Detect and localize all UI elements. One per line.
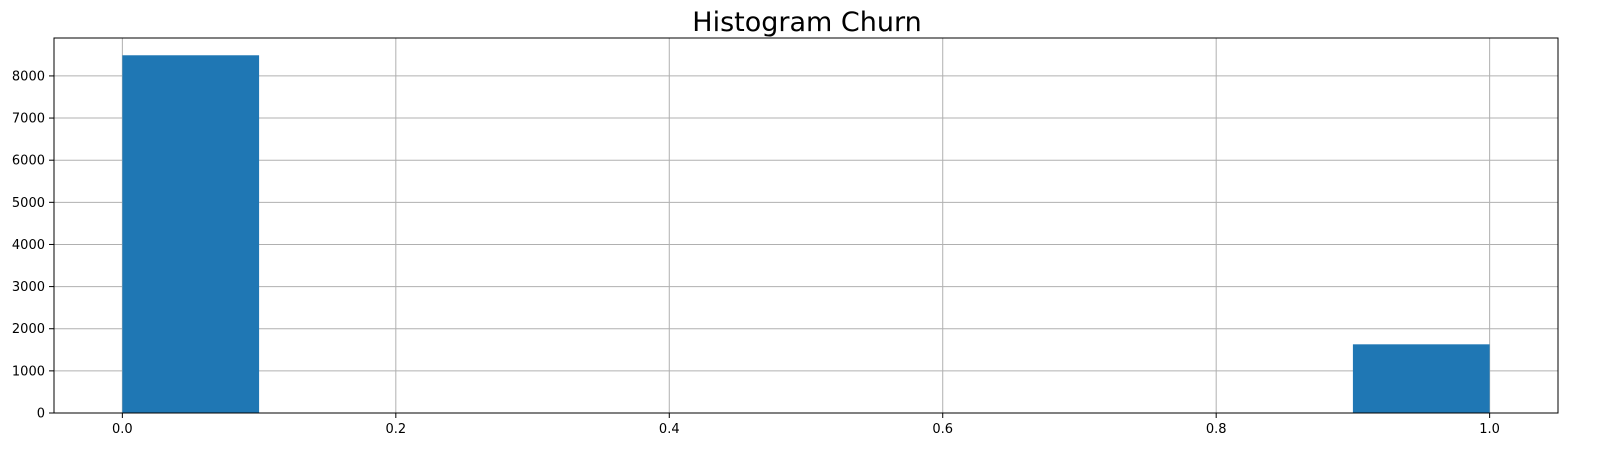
y-tick-label: 8000	[12, 69, 45, 84]
histogram-bar	[122, 55, 260, 414]
x-tick-label: 0.2	[385, 422, 406, 437]
axes-frame	[53, 37, 1559, 414]
y-tick-label: 2000	[12, 322, 45, 337]
grid-lines	[54, 38, 1558, 414]
x-tick-label: 0.0	[112, 422, 133, 437]
y-tick-label: 1000	[12, 364, 45, 379]
chart-title: Histogram Churn	[692, 7, 921, 38]
x-axis-ticks: 0.0 0.2 0.4 0.6 0.8 1.0	[112, 413, 1500, 437]
y-tick-label: 3000	[12, 280, 45, 295]
histogram-bars	[122, 55, 1490, 414]
x-tick-label: 0.6	[932, 422, 953, 437]
y-tick-label: 6000	[12, 154, 45, 169]
x-tick-label: 1.0	[1479, 422, 1500, 437]
y-tick-label: 0	[37, 407, 45, 422]
y-tick-label: 7000	[12, 112, 45, 127]
y-axis-ticks: 0 1000 2000 3000 4000 5000 6000 7000 8000	[12, 69, 54, 422]
x-tick-label: 0.8	[1206, 422, 1227, 437]
x-tick-label: 0.4	[659, 422, 680, 437]
y-tick-label: 5000	[12, 196, 45, 211]
histogram-bar	[1352, 344, 1490, 413]
y-tick-label: 4000	[12, 238, 45, 253]
